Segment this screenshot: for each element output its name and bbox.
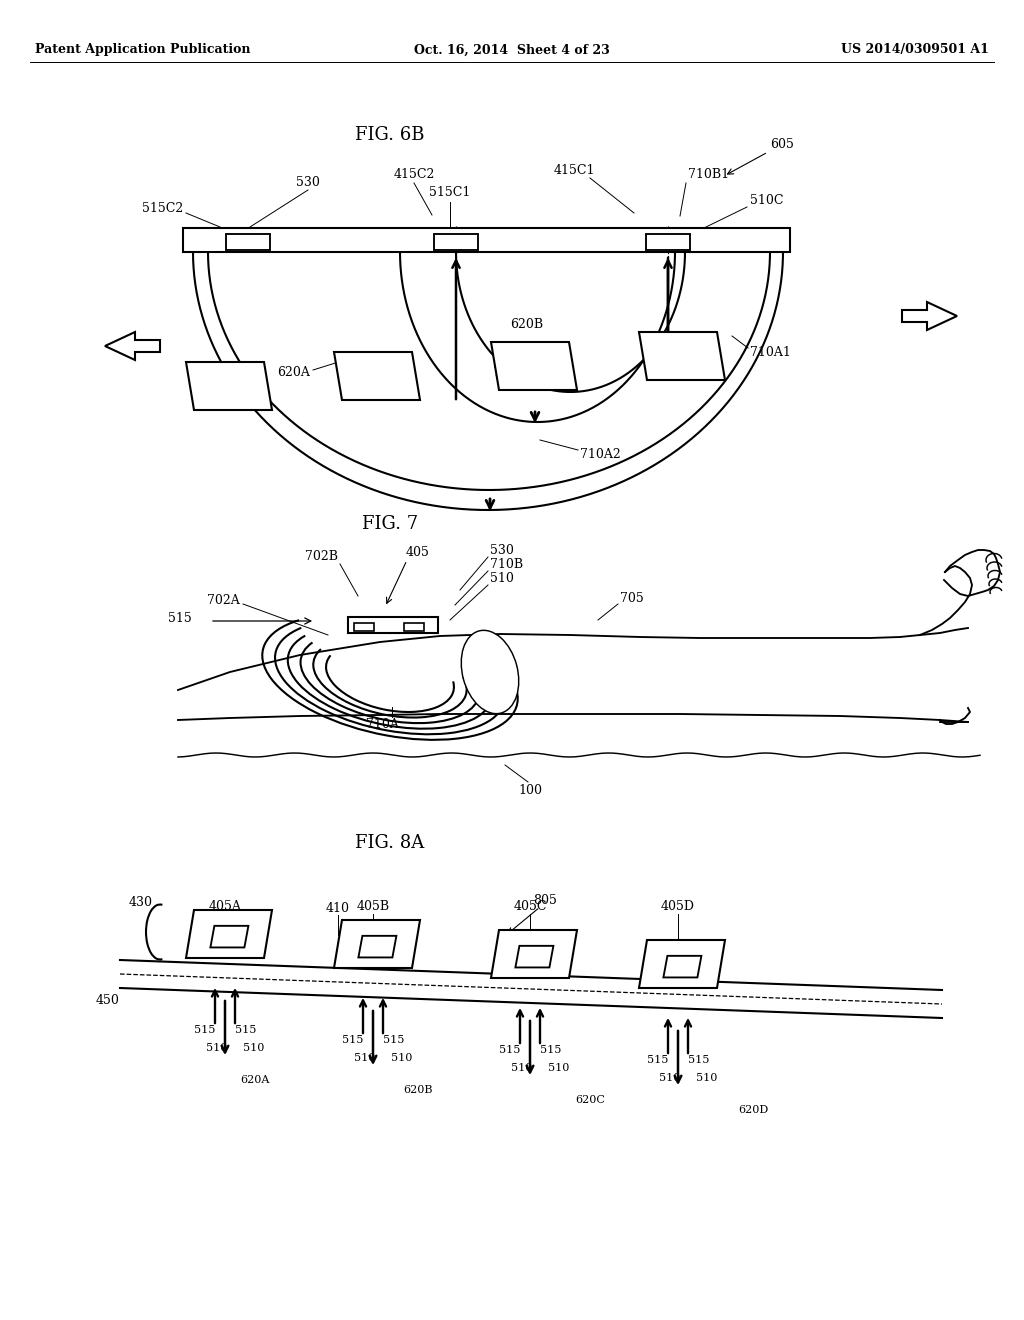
Polygon shape <box>358 936 396 957</box>
Polygon shape <box>639 940 725 987</box>
Text: US 2014/0309501 A1: US 2014/0309501 A1 <box>841 44 989 57</box>
Polygon shape <box>210 925 249 948</box>
Text: 710B2: 710B2 <box>493 366 534 379</box>
Text: 710B: 710B <box>490 557 523 570</box>
Polygon shape <box>334 920 420 968</box>
Text: 620B: 620B <box>510 318 543 331</box>
Polygon shape <box>490 931 577 978</box>
Bar <box>226 234 270 249</box>
Text: 530: 530 <box>296 177 319 190</box>
Text: FIG. 8A: FIG. 8A <box>355 834 425 851</box>
Text: 510C: 510C <box>750 194 783 206</box>
Text: FIG. 6B: FIG. 6B <box>355 125 425 144</box>
Text: 510: 510 <box>354 1053 376 1063</box>
Text: 710A2: 710A2 <box>580 449 621 462</box>
Polygon shape <box>490 342 577 389</box>
Text: 515: 515 <box>540 1045 561 1055</box>
Text: Oct. 16, 2014  Sheet 4 of 23: Oct. 16, 2014 Sheet 4 of 23 <box>414 44 610 57</box>
Text: 515: 515 <box>383 1035 404 1045</box>
Text: 415C1: 415C1 <box>553 164 595 177</box>
Polygon shape <box>105 333 160 360</box>
Polygon shape <box>515 946 553 968</box>
Text: 510: 510 <box>659 1073 681 1082</box>
Text: 510: 510 <box>206 1043 227 1053</box>
Text: 415C2: 415C2 <box>393 169 434 181</box>
Bar <box>354 623 374 631</box>
Text: 705: 705 <box>620 591 644 605</box>
Bar <box>183 228 790 252</box>
Text: 510: 510 <box>511 1063 532 1073</box>
Text: FIG. 7: FIG. 7 <box>361 515 418 533</box>
Text: 515: 515 <box>646 1055 668 1065</box>
Text: 515: 515 <box>688 1055 710 1065</box>
Text: 410: 410 <box>326 902 350 915</box>
Text: 430: 430 <box>129 896 153 909</box>
Text: 620C: 620C <box>575 1096 605 1105</box>
Polygon shape <box>334 352 420 400</box>
Bar <box>646 234 690 249</box>
Text: 620A: 620A <box>240 1074 269 1085</box>
Ellipse shape <box>461 631 519 714</box>
Bar <box>404 623 424 631</box>
Bar <box>348 616 438 634</box>
Text: 100: 100 <box>518 784 542 796</box>
Text: 510: 510 <box>548 1063 569 1073</box>
Polygon shape <box>664 956 701 977</box>
Text: 530: 530 <box>490 544 514 557</box>
Text: 710A1: 710A1 <box>750 346 791 359</box>
Text: 405: 405 <box>406 546 430 560</box>
Bar <box>434 234 478 249</box>
Polygon shape <box>639 333 725 380</box>
Text: 515: 515 <box>194 1026 215 1035</box>
Text: 805: 805 <box>534 895 557 908</box>
Text: 510: 510 <box>490 572 514 585</box>
Text: 510: 510 <box>391 1053 413 1063</box>
Text: 510: 510 <box>696 1073 718 1082</box>
Polygon shape <box>186 362 272 411</box>
Polygon shape <box>902 302 957 330</box>
Text: 710B1: 710B1 <box>688 169 729 181</box>
Text: 620B: 620B <box>403 1085 432 1096</box>
Text: 405D: 405D <box>662 900 695 913</box>
Text: 510: 510 <box>243 1043 264 1053</box>
Text: 702B: 702B <box>305 550 338 564</box>
Text: 620A: 620A <box>278 366 310 379</box>
Text: 620D: 620D <box>738 1105 768 1115</box>
Text: Patent Application Publication: Patent Application Publication <box>35 44 251 57</box>
Text: 515C2: 515C2 <box>141 202 183 214</box>
Text: 450: 450 <box>96 994 120 1006</box>
Text: 710A: 710A <box>366 718 398 731</box>
Text: 515: 515 <box>499 1045 520 1055</box>
Text: 405C: 405C <box>513 900 547 913</box>
Text: 515C1: 515C1 <box>429 186 471 199</box>
Text: 605: 605 <box>770 139 794 150</box>
Polygon shape <box>186 909 272 958</box>
Text: 702A: 702A <box>207 594 240 606</box>
Text: 515: 515 <box>234 1026 256 1035</box>
Text: 405A: 405A <box>209 900 242 913</box>
Text: 515: 515 <box>168 611 193 624</box>
Text: 515: 515 <box>342 1035 362 1045</box>
Text: 405B: 405B <box>356 900 389 913</box>
